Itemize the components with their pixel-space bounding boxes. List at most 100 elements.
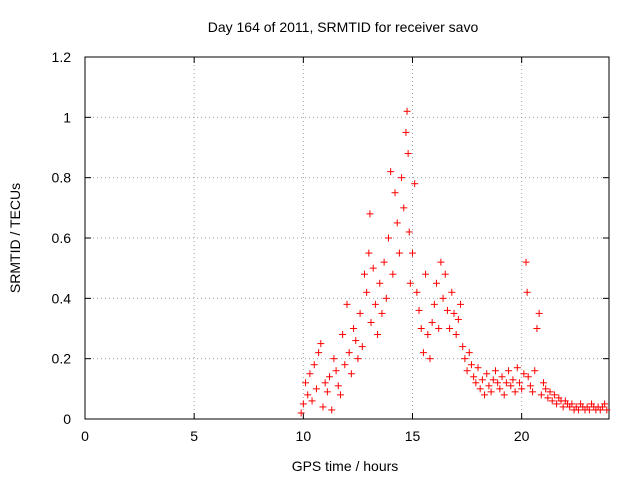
data-point bbox=[500, 391, 508, 399]
data-point bbox=[433, 279, 441, 287]
data-point bbox=[496, 385, 504, 393]
data-point bbox=[518, 385, 526, 393]
data-point bbox=[308, 397, 316, 405]
data-point bbox=[317, 340, 325, 348]
data-point bbox=[422, 270, 430, 278]
data-point bbox=[330, 355, 338, 363]
data-point bbox=[354, 355, 362, 363]
data-point bbox=[411, 180, 419, 188]
data-point bbox=[360, 270, 368, 278]
data-point bbox=[384, 234, 392, 242]
data-point bbox=[350, 325, 358, 332]
y-tick-label: 0.4 bbox=[52, 290, 72, 306]
data-point bbox=[448, 288, 456, 296]
y-tick-label: 0.2 bbox=[52, 351, 72, 367]
data-point bbox=[568, 400, 576, 408]
data-point bbox=[483, 370, 491, 378]
data-point bbox=[443, 306, 451, 314]
chart-title: Day 164 of 2011, SRMTID for receiver sav… bbox=[208, 19, 479, 35]
data-point bbox=[358, 343, 366, 351]
data-point bbox=[387, 168, 395, 176]
data-point bbox=[441, 270, 449, 278]
data-point bbox=[366, 210, 374, 218]
data-point bbox=[542, 385, 550, 393]
data-point bbox=[339, 331, 347, 339]
data-point bbox=[459, 343, 467, 351]
y-tick-label: 1.2 bbox=[52, 49, 72, 65]
data-point bbox=[465, 349, 473, 357]
data-point bbox=[409, 249, 416, 257]
data-point bbox=[380, 258, 388, 266]
data-point bbox=[404, 150, 412, 158]
data-point bbox=[341, 361, 349, 369]
x-tick-label: 10 bbox=[296, 428, 312, 444]
data-point bbox=[494, 379, 502, 387]
data-point bbox=[513, 364, 521, 372]
data-point bbox=[502, 379, 510, 387]
data-point bbox=[601, 400, 609, 408]
data-point bbox=[470, 373, 478, 381]
data-point bbox=[452, 331, 460, 339]
grid bbox=[85, 57, 609, 419]
data-point bbox=[524, 373, 532, 381]
data-point bbox=[485, 382, 493, 390]
data-point bbox=[321, 379, 329, 387]
data-point bbox=[435, 325, 443, 332]
data-point bbox=[299, 400, 307, 408]
data-point bbox=[461, 355, 469, 363]
data-point bbox=[467, 361, 475, 369]
data-point bbox=[454, 315, 462, 323]
data-point bbox=[533, 325, 541, 332]
data-point bbox=[417, 325, 425, 332]
data-point bbox=[526, 382, 534, 390]
data-point bbox=[523, 288, 531, 296]
data-point bbox=[511, 388, 519, 396]
data-point bbox=[531, 367, 539, 375]
data-point bbox=[437, 258, 445, 266]
data-point bbox=[515, 379, 523, 387]
data-point bbox=[481, 391, 489, 399]
y-tick-label: 1 bbox=[63, 109, 71, 125]
data-point bbox=[520, 370, 528, 378]
data-point bbox=[419, 349, 427, 357]
data-point bbox=[369, 264, 377, 272]
data-point bbox=[400, 204, 408, 212]
data-point bbox=[323, 388, 331, 396]
data-point bbox=[345, 349, 353, 357]
data-point bbox=[426, 355, 434, 363]
data-point bbox=[476, 385, 484, 393]
data-point bbox=[310, 361, 318, 369]
data-point bbox=[393, 219, 401, 227]
data-point bbox=[371, 300, 379, 308]
data-point bbox=[374, 331, 382, 339]
data-point bbox=[363, 288, 371, 296]
data-points bbox=[297, 107, 611, 417]
data-point bbox=[489, 376, 497, 384]
data-point bbox=[297, 409, 305, 417]
data-point bbox=[603, 406, 611, 414]
data-point bbox=[505, 367, 513, 375]
data-point bbox=[507, 382, 515, 390]
x-axis-label: GPS time / hours bbox=[292, 458, 399, 474]
data-point bbox=[389, 270, 397, 278]
data-point bbox=[415, 306, 423, 314]
data-point bbox=[365, 249, 373, 257]
data-point bbox=[395, 249, 403, 257]
data-point bbox=[474, 364, 482, 372]
data-point bbox=[537, 391, 545, 399]
data-point bbox=[343, 300, 351, 308]
data-point bbox=[509, 376, 517, 384]
data-point bbox=[336, 391, 344, 399]
data-point bbox=[391, 189, 399, 197]
y-tick-label: 0 bbox=[63, 411, 71, 427]
x-axis-ticks: 0 5 10 15 20 bbox=[81, 57, 530, 444]
data-point bbox=[402, 128, 410, 136]
data-point bbox=[332, 367, 340, 375]
data-point bbox=[430, 300, 438, 308]
data-point bbox=[550, 391, 558, 399]
data-point bbox=[546, 388, 554, 396]
data-point bbox=[491, 367, 499, 375]
data-point bbox=[304, 391, 312, 399]
y-tick-label: 0.8 bbox=[52, 170, 72, 186]
